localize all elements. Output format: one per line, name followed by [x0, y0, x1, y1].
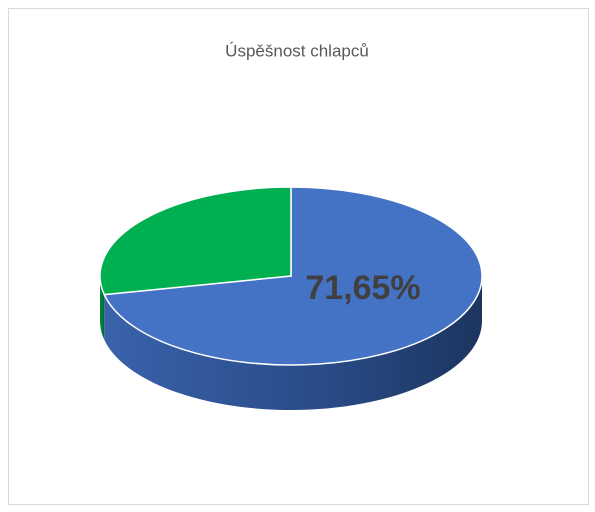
pie-side	[100, 276, 105, 340]
chart-title: Úspěšnost chlapců	[225, 41, 369, 60]
pie-side	[104, 276, 482, 410]
pie-slice	[99, 186, 292, 296]
pie-slice	[103, 186, 483, 366]
data-label: 71,65%	[305, 269, 420, 307]
